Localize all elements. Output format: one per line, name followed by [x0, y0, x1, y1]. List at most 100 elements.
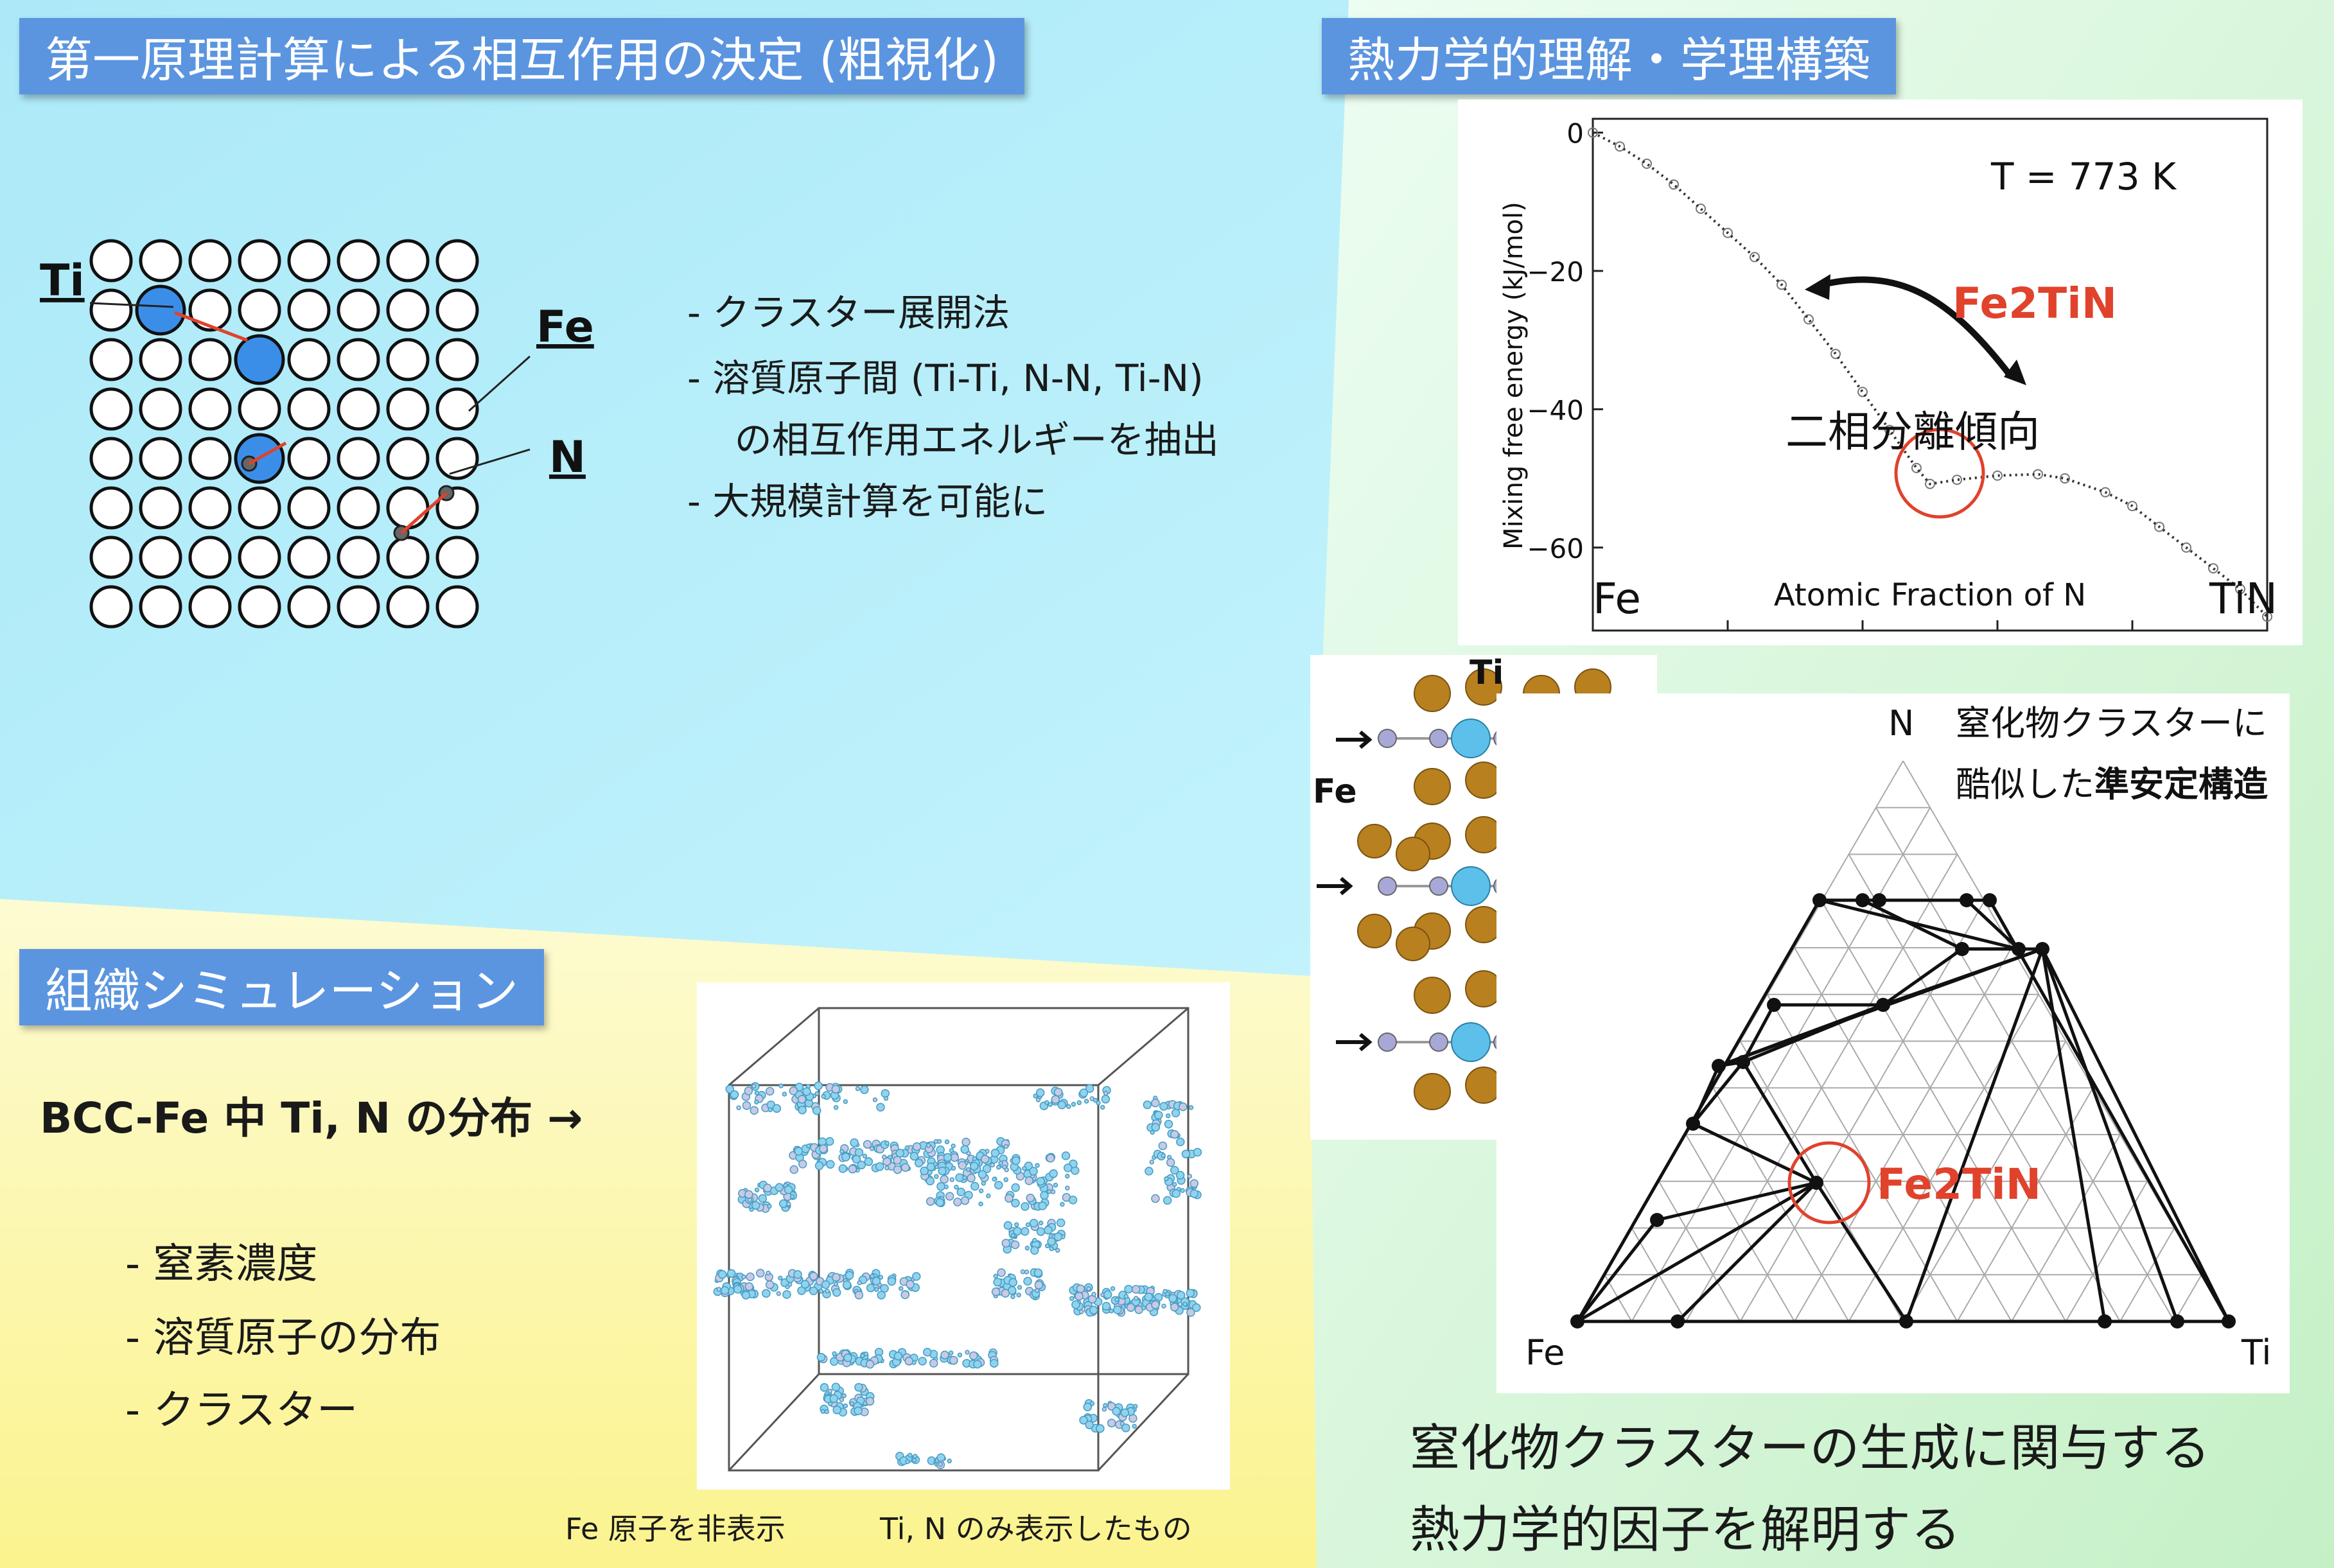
solute-atom	[872, 1276, 881, 1285]
fe-atom	[337, 239, 380, 283]
solute-atom	[878, 1275, 884, 1280]
fe-atom	[435, 288, 479, 332]
fe-atom	[139, 239, 182, 283]
solute-atom	[854, 1382, 863, 1392]
ternary-diagram: Fe2TiN N Fe Ti 窒化物クラスターに 酷似した準安定構造	[1525, 703, 2271, 1373]
fe-atom	[188, 387, 232, 431]
method-bullet-3: の相互作用エネルギーを抽出	[687, 418, 1219, 462]
n-atom	[1429, 1032, 1448, 1052]
solute-atom	[877, 1291, 886, 1300]
solute-atom	[778, 1083, 784, 1088]
fe-atom	[337, 437, 380, 480]
solute-atom	[863, 1140, 872, 1149]
solute-atom	[819, 1144, 828, 1153]
solute-atom	[929, 1359, 938, 1368]
solute-atom	[1189, 1179, 1199, 1188]
solute-atom	[785, 1201, 791, 1206]
fe-atom	[238, 387, 281, 431]
solute-atom	[1171, 1181, 1177, 1187]
fe-atom	[188, 239, 232, 283]
solute-atom	[904, 1356, 913, 1366]
solute-atom	[744, 1086, 753, 1095]
fe-atom	[1396, 927, 1430, 961]
solute-atom	[826, 1160, 835, 1169]
fe-atom	[287, 486, 331, 530]
solute-atom	[1149, 1160, 1155, 1165]
solute-atom	[1100, 1104, 1105, 1110]
solute-atom	[821, 1280, 830, 1289]
solute-atom	[1060, 1201, 1065, 1207]
tie-line	[1676, 1181, 1818, 1323]
fe-atom	[89, 536, 133, 579]
solute-atom	[758, 1194, 768, 1203]
solute-atom	[854, 1406, 863, 1416]
solute-atom	[873, 1287, 879, 1292]
fe-atom	[386, 288, 430, 332]
fe-atom	[139, 536, 182, 579]
solute-atom	[870, 1273, 875, 1279]
solute-atom	[1154, 1110, 1163, 1120]
solute-atom	[1103, 1090, 1109, 1096]
solute-atom	[936, 1453, 945, 1462]
solute-atom	[1101, 1095, 1110, 1104]
fe-atom	[337, 338, 380, 381]
solute-atom	[1151, 1300, 1160, 1309]
solute-atom	[838, 1164, 848, 1173]
solute-atom	[1121, 1424, 1130, 1433]
solute-atom	[1084, 1099, 1089, 1104]
tie-line	[1576, 1219, 1658, 1323]
fe-atom	[89, 437, 133, 480]
solute-atom	[860, 1353, 865, 1359]
data-point	[1925, 478, 1935, 489]
method-bullet-4: ‐ 大規模計算を可能に	[687, 480, 1048, 523]
solute-atom	[1011, 1183, 1020, 1192]
grid-line	[1956, 1087, 2094, 1322]
fe-atom	[1414, 1073, 1451, 1110]
n-atom	[1378, 729, 1397, 748]
solute-atom	[893, 1156, 902, 1165]
solute-atom	[884, 1140, 890, 1146]
solute-atom	[1053, 1182, 1058, 1188]
solute-atom	[833, 1105, 839, 1110]
data-point	[1642, 159, 1652, 170]
phase-point	[1671, 1314, 1685, 1328]
phase-point	[1955, 942, 1969, 956]
solute-atom	[1170, 1302, 1179, 1312]
data-point	[1911, 462, 1922, 473]
solute-atom	[1044, 1226, 1053, 1235]
y-tick-label: 0	[1566, 118, 1584, 150]
n-layer-arrow-1	[1336, 730, 1373, 749]
grid-line	[1794, 947, 2012, 1322]
fe-atom	[287, 536, 331, 579]
solute-atom	[940, 1350, 949, 1360]
solute-atom	[1055, 1248, 1060, 1253]
solute-atom	[954, 1185, 959, 1190]
solute-atom	[733, 1285, 742, 1294]
solute-atom	[829, 1357, 839, 1366]
solute-atom	[1068, 1196, 1078, 1205]
separation-arrow	[1816, 276, 2013, 378]
solute-atom	[798, 1160, 807, 1169]
solute-atom	[990, 1148, 1000, 1158]
solute-atom	[814, 1081, 823, 1090]
solute-atom	[831, 1085, 841, 1093]
tie-line	[1691, 1065, 1721, 1125]
solute-atom	[986, 1193, 991, 1199]
fe-atom	[287, 387, 331, 431]
solute-atom	[793, 1270, 802, 1279]
solute-atom	[843, 1403, 848, 1409]
solute-atom	[825, 1137, 834, 1146]
solute-atom	[1040, 1191, 1049, 1200]
solute-atom	[906, 1280, 915, 1289]
solute-atom	[1113, 1305, 1122, 1314]
solute-atom	[996, 1165, 1001, 1170]
fe-atom	[89, 585, 133, 629]
solute-atom	[943, 1153, 952, 1162]
solute-atom	[860, 1085, 869, 1094]
tie-line	[1819, 898, 2019, 951]
fe-atom	[238, 239, 281, 283]
solute-atom	[936, 1182, 945, 1191]
solute-atom	[1159, 1102, 1168, 1111]
solute-atom	[1010, 1233, 1016, 1239]
solute-atom	[778, 1199, 788, 1208]
